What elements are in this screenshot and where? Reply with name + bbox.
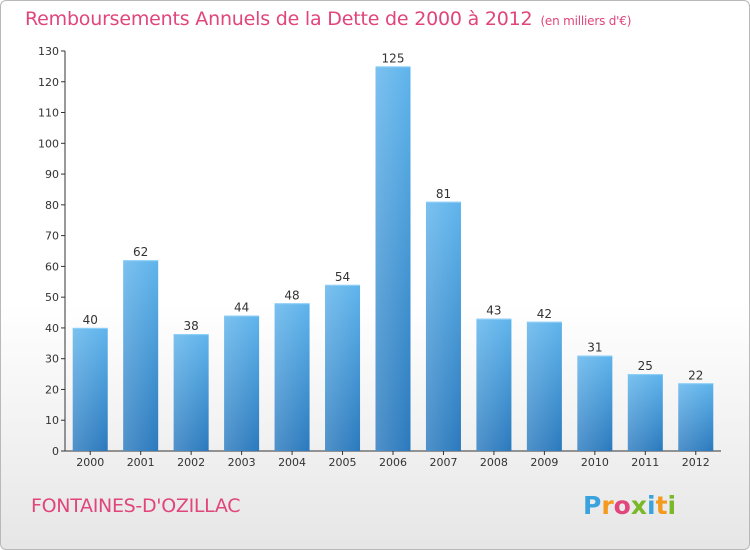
bar-highlight	[577, 355, 613, 451]
y-tick-label: 30	[45, 353, 59, 366]
value-label: 22	[688, 368, 703, 382]
bar-highlight	[425, 201, 461, 451]
logo-letter: t	[655, 491, 668, 520]
y-tick-label: 20	[45, 383, 59, 396]
x-tick-label: 2012	[682, 456, 710, 469]
x-tick-label: 2008	[480, 456, 508, 469]
value-label: 125	[382, 51, 405, 65]
value-label: 31	[587, 341, 602, 355]
value-label: 62	[133, 245, 148, 259]
bar-highlight	[224, 315, 260, 451]
y-tick-label: 50	[45, 291, 59, 304]
value-label: 81	[436, 187, 451, 201]
logo-letter: i	[667, 491, 677, 520]
y-tick-label: 130	[38, 45, 59, 58]
bar-highlight	[173, 334, 209, 451]
logo-letter: o	[613, 491, 631, 520]
value-label: 42	[537, 307, 552, 321]
x-tick-label: 2007	[429, 456, 457, 469]
logo-letter: i	[647, 491, 656, 520]
value-label: 38	[184, 319, 199, 333]
x-tick-label: 2000	[76, 456, 104, 469]
x-tick-label: 2010	[581, 456, 609, 469]
commune-name: FONTAINES-D'OZILLAC	[31, 495, 241, 517]
bar-highlight	[526, 321, 562, 451]
bar-highlight	[325, 284, 361, 451]
y-tick-label: 10	[45, 414, 59, 427]
x-tick-label: 2001	[127, 456, 155, 469]
chart-title: Remboursements Annuels de la Dette de 20…	[25, 8, 631, 30]
y-tick-label: 60	[45, 260, 59, 273]
x-tick-label: 2003	[228, 456, 256, 469]
bar-highlight	[72, 327, 108, 451]
bar-highlight	[476, 318, 512, 451]
bar-highlight	[375, 66, 411, 451]
value-label: 44	[234, 301, 249, 315]
bar-highlight	[274, 303, 310, 451]
x-tick-label: 2011	[631, 456, 659, 469]
value-label: 43	[486, 304, 501, 318]
y-tick-label: 100	[38, 137, 59, 150]
y-tick-label: 40	[45, 322, 59, 335]
logo-letter: r	[601, 491, 614, 520]
value-label: 25	[638, 359, 653, 373]
y-tick-label: 90	[45, 168, 59, 181]
bar-highlight	[678, 383, 714, 451]
bar-highlight	[123, 260, 159, 451]
y-tick-label: 110	[38, 107, 59, 120]
x-tick-label: 2005	[329, 456, 357, 469]
bar-highlight	[627, 374, 663, 451]
chart-subtitle: (en milliers d'€)	[540, 14, 632, 28]
logo-letter: P	[583, 491, 602, 520]
value-label: 54	[335, 270, 350, 284]
value-label: 48	[284, 288, 299, 302]
chart-bars	[72, 66, 714, 451]
x-tick-label: 2009	[530, 456, 558, 469]
y-tick-label: 120	[38, 76, 59, 89]
y-tick-label: 80	[45, 199, 59, 212]
chart-title-text: Remboursements Annuels de la Dette de 20…	[25, 8, 533, 30]
value-label: 40	[83, 313, 98, 327]
chart-labels: 2000 40 2001 62 2002 38 2003 44 2004 48 2005 54 2006…	[76, 51, 710, 469]
proxiti-logo: Proxiti	[583, 491, 676, 520]
x-tick-label: 2004	[278, 456, 306, 469]
logo-letter: x	[630, 491, 647, 520]
x-tick-label: 2006	[379, 456, 407, 469]
x-tick-label: 2002	[177, 456, 205, 469]
y-tick-label: 70	[45, 230, 59, 243]
y-tick-label: 0	[52, 445, 59, 458]
